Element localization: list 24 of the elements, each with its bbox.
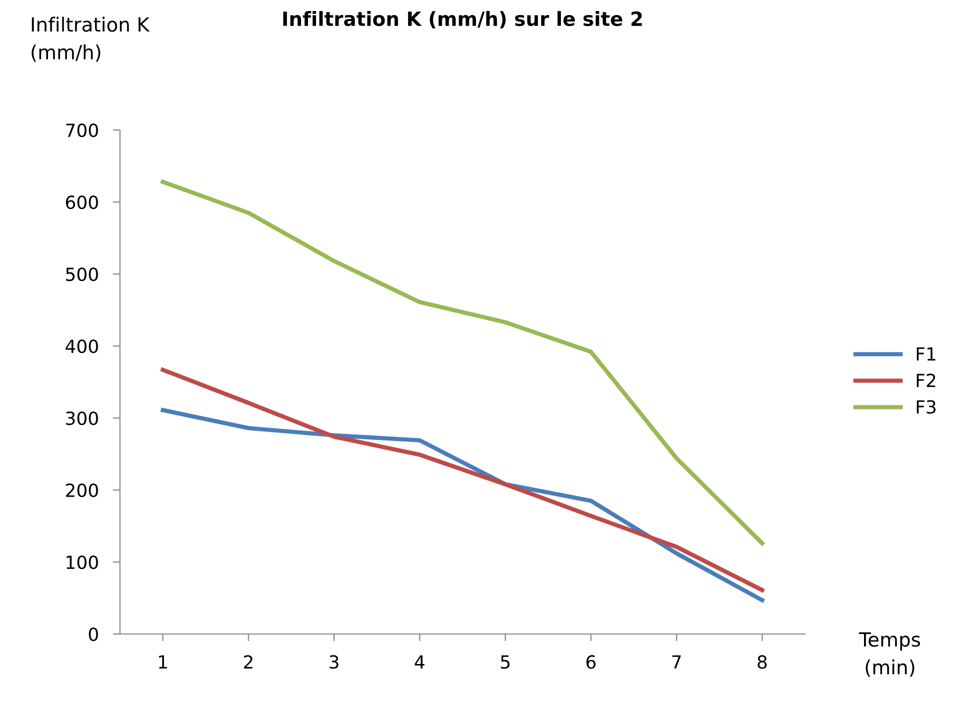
y-axis-title: Infiltration K (mm/h) — [32, 16, 150, 62]
y-tick-label: 0 — [88, 627, 98, 642]
y-tick-label: 400 — [66, 339, 98, 354]
legend-label: F3 — [916, 400, 936, 414]
y-tick-label: 500 — [66, 267, 98, 282]
legend-label: F2 — [916, 374, 936, 387]
line-series — [160, 180, 764, 546]
x-tick-label: 8 — [758, 655, 767, 669]
x-tick-label: 3 — [330, 655, 338, 669]
chart-title: Infiltration K (mm/h) sur le site 2 — [283, 11, 642, 28]
y-tick-label: 100 — [66, 555, 98, 570]
x-tick-label: 5 — [500, 655, 510, 669]
x-tick-label: 4 — [414, 655, 424, 669]
legend-label: F1 — [916, 347, 936, 360]
x-tick-label: 2 — [244, 655, 252, 669]
x-tick-label: 7 — [672, 655, 681, 669]
y-tick-label: 700 — [66, 123, 98, 138]
x-axis-title: Temps (min) — [858, 632, 920, 677]
y-tick-label: 300 — [66, 411, 98, 426]
y-tick-label: 600 — [66, 195, 98, 210]
line-series — [160, 368, 764, 592]
x-tick-label: 6 — [586, 655, 596, 669]
y-tick-label: 200 — [66, 483, 98, 498]
x-tick-label: 1 — [159, 655, 167, 669]
